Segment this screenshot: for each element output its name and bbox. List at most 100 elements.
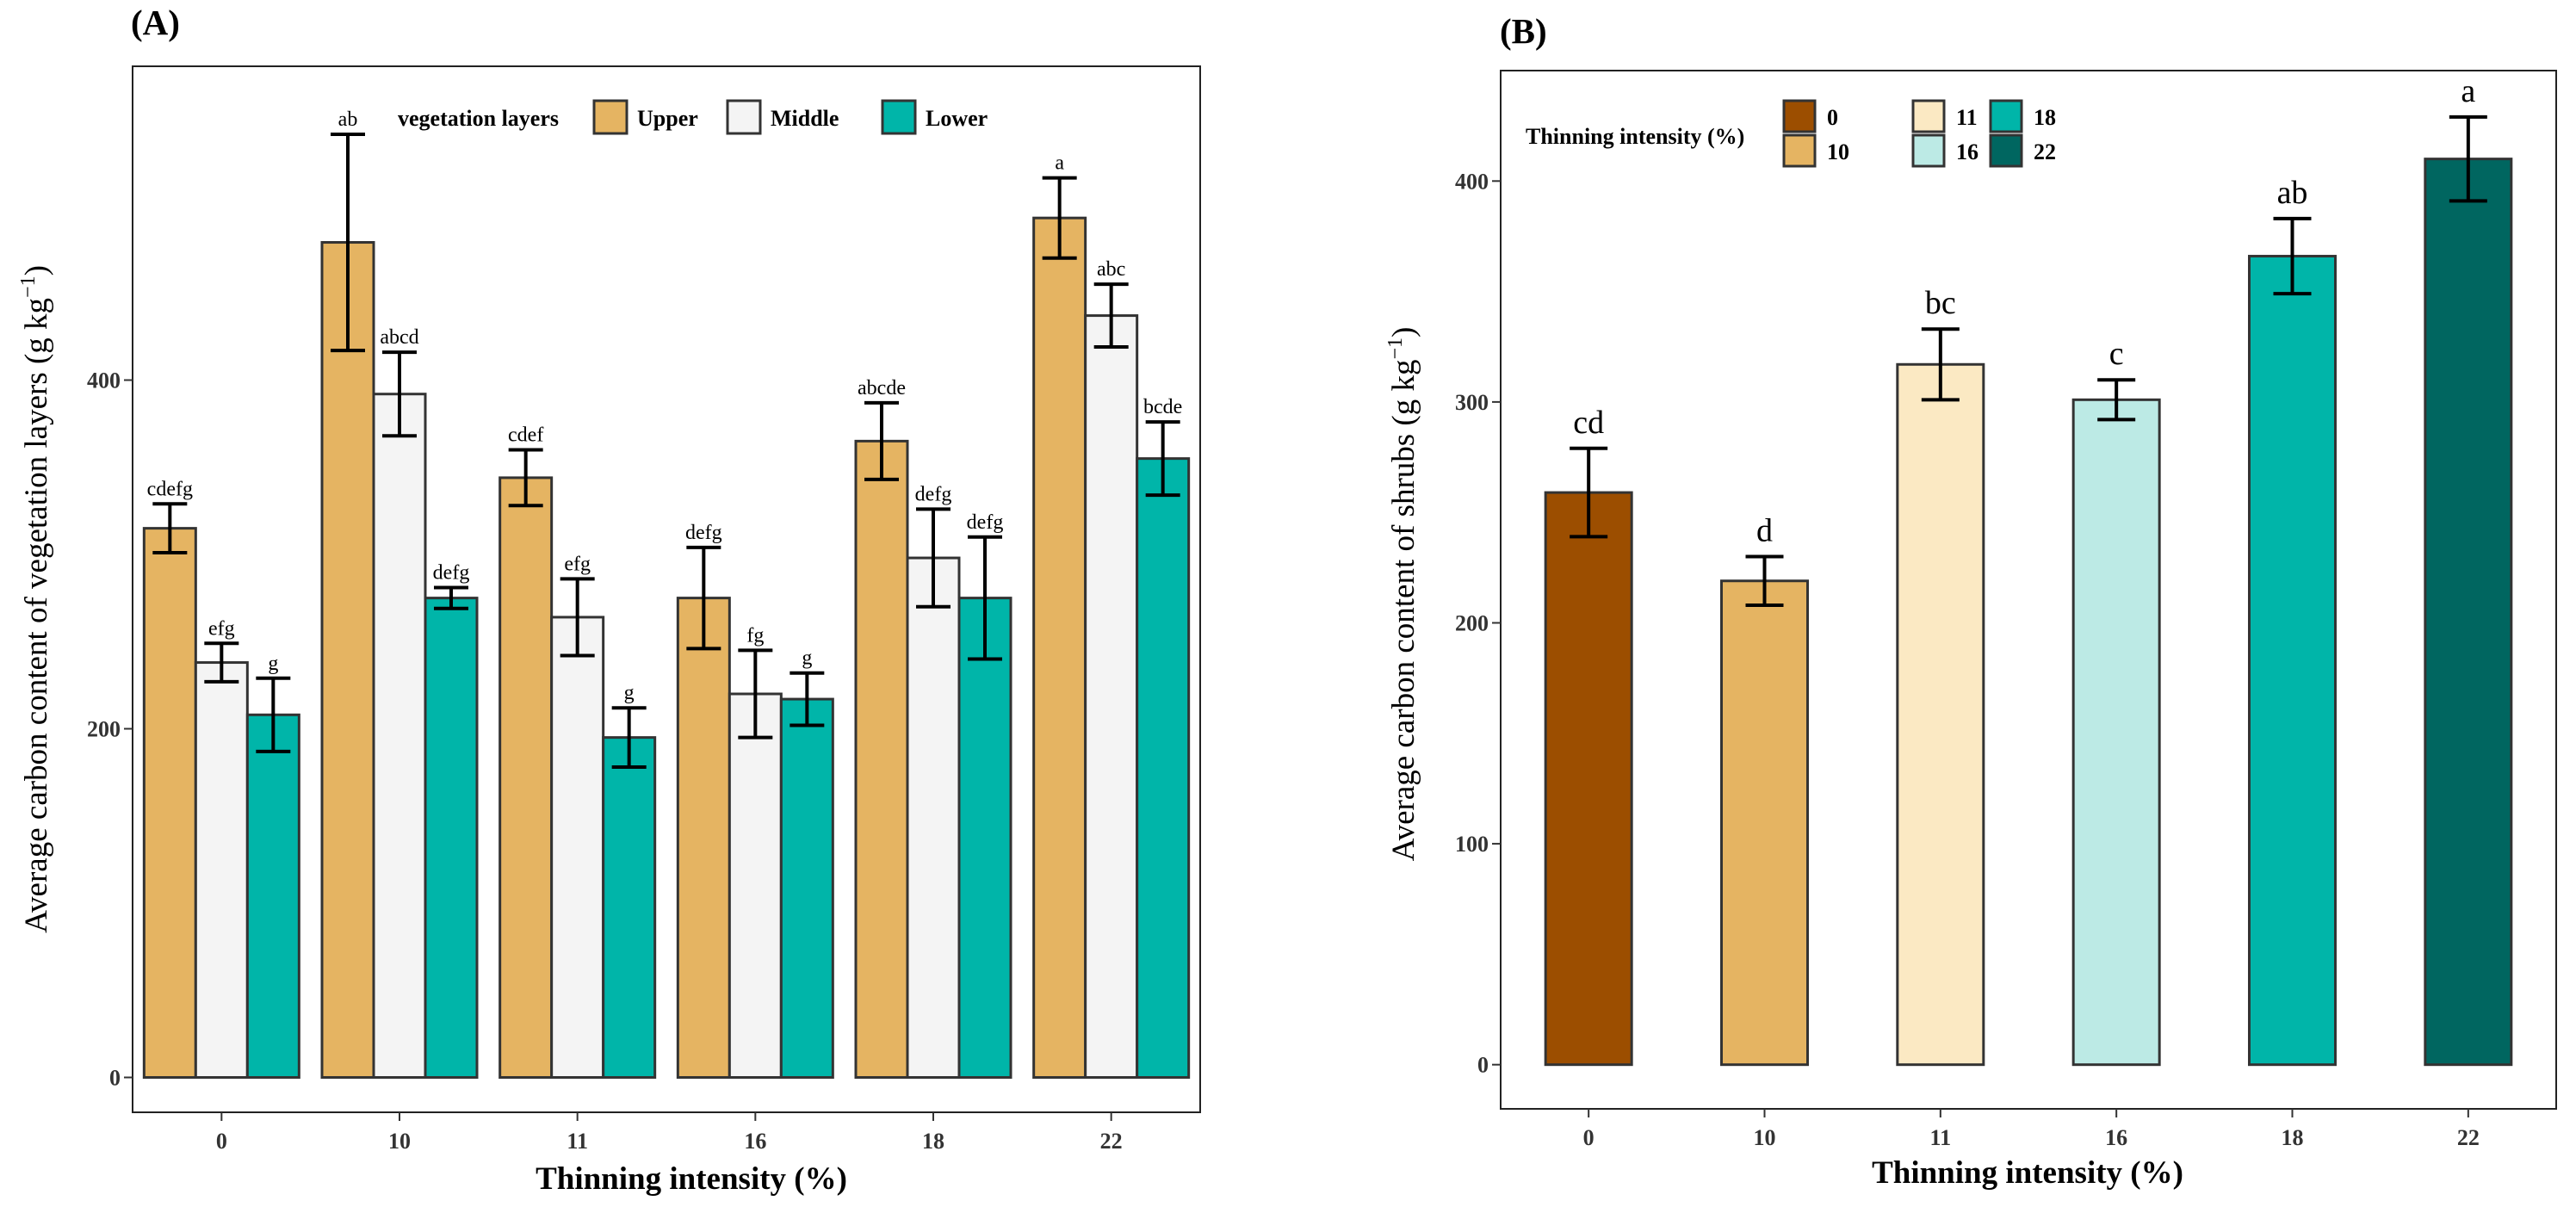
- panel-a-legend-label: Lower: [926, 106, 988, 131]
- panel-a-significance-label: defg: [915, 483, 952, 505]
- panel-b-error-bar: [2449, 115, 2487, 203]
- panel-a-y-tick-label: 200: [87, 717, 121, 742]
- panel-b-x-tick-label: 18: [2282, 1125, 2304, 1150]
- panel-a-significance-label: cdef: [508, 424, 543, 447]
- panel-a-x-tick-label: 22: [1100, 1129, 1123, 1154]
- panel-a-bar-middle: [194, 661, 249, 1079]
- panel-a-error-bar: [508, 448, 543, 508]
- panel-b-tag: (B): [1500, 11, 1547, 51]
- panel-a-error-bar: [434, 585, 468, 610]
- panel-a-error-bar: [611, 706, 647, 770]
- panel-a-significance-label: ab: [338, 108, 358, 131]
- panel-b-y-axis-title: Average carbon content of shrubs (g kg−1…: [1384, 327, 1421, 862]
- panel-b-legend-label: 10: [1827, 139, 1849, 164]
- panel-a-legend-key-lower: [881, 99, 917, 135]
- panel-a-error-bar: [968, 535, 1002, 661]
- panel-b-error-bar: [1921, 327, 1960, 402]
- panel-b-x-tick-label: 16: [2105, 1125, 2127, 1150]
- panel-b-legend-key: [1989, 133, 2023, 168]
- panel-a-error-bar: [790, 671, 825, 727]
- panel-a-legend-key-middle: [726, 99, 762, 135]
- panel-b-y-tick-label: 200: [1455, 610, 1489, 635]
- panel-a-significance-label: efg: [208, 617, 235, 640]
- panel-b-legend-label: 16: [1956, 139, 1978, 164]
- panel-a-x-tick-label: 10: [388, 1129, 411, 1154]
- panel-a-x-tick-label: 18: [922, 1129, 944, 1154]
- panel-a-bar-upper: [1032, 216, 1087, 1080]
- panel-a-error-bar: [331, 132, 365, 353]
- panel-b-x-tick-label: 11: [1930, 1125, 1952, 1150]
- panel-a-error-bar: [738, 648, 773, 740]
- panel-a-bar-upper: [676, 597, 731, 1079]
- panel-b-x-axis-title: Thinning intensity (%): [1872, 1155, 2183, 1191]
- panel-a-y-axis-title-main: Average carbon content of vegetation lay…: [19, 298, 54, 933]
- panel-a-significance-label: abc: [1097, 258, 1125, 281]
- panel-b-y-tick-label: 400: [1455, 169, 1489, 194]
- panel-a-bar-middle: [906, 556, 961, 1079]
- panel-b-legend-label: 0: [1827, 105, 1838, 130]
- panel-b-error-bar: [1570, 446, 1608, 539]
- panel-a-significance-label: a: [1055, 152, 1064, 175]
- panel-a-bar-upper: [498, 476, 554, 1079]
- panel-a-plot-frame: [132, 65, 1201, 1113]
- panel-b-legend-key: [1782, 99, 1817, 133]
- panel-a-bar-middle: [550, 616, 605, 1079]
- panel-a-error-bar: [256, 676, 291, 753]
- panel-a-bar-upper: [320, 241, 375, 1079]
- panel-b-y-tick-label: 100: [1455, 832, 1489, 857]
- panel-a-error-bar: [686, 545, 721, 651]
- panel-a-x-tick-label: 16: [744, 1129, 766, 1154]
- panel-a-significance-label: bcde: [1143, 396, 1182, 418]
- panel-a-tag: (A): [131, 3, 180, 42]
- panel-a-x-tick-label: 0: [216, 1129, 227, 1154]
- panel-a-significance-label: abcd: [380, 326, 418, 349]
- panel-b-x-tick-label: 0: [1583, 1125, 1595, 1150]
- panel-b-significance-label: c: [2109, 336, 2124, 372]
- panel-a-y-tick-label: 0: [109, 1066, 121, 1091]
- panel-b-y-axis-title-sup: −1: [1384, 337, 1407, 360]
- panel-a-bar-middle: [728, 692, 783, 1079]
- panel-a-significance-label: abcde: [858, 377, 906, 399]
- panel-b-x-tick-label: 10: [1754, 1125, 1776, 1150]
- panel-b-error-bar: [1745, 554, 1784, 607]
- panel-b-significance-label: a: [2461, 73, 2475, 109]
- panel-a-x-axis-title: Thinning intensity (%): [536, 1161, 847, 1197]
- panel-b-significance-label: ab: [2277, 175, 2308, 211]
- panel-b-bar: [1720, 579, 1809, 1067]
- panel-a-bar-lower: [245, 713, 300, 1079]
- panel-b-legend-key: [1989, 99, 2023, 133]
- panel-a-significance-label: fg: [746, 624, 764, 647]
- panel-b-x-tick-label: 22: [2457, 1125, 2480, 1150]
- panel-a-legend-title: vegetation layers: [398, 106, 559, 131]
- panel-b-significance-label: d: [1756, 513, 1773, 549]
- panel-a-error-bar: [204, 641, 239, 684]
- panel-b-legend-label: 18: [2034, 105, 2056, 130]
- panel-b-bar: [2424, 158, 2513, 1067]
- panel-a-significance-label: cdefg: [147, 478, 193, 500]
- panel-b-y-tick-label: 0: [1477, 1053, 1489, 1078]
- panel-a-bar-middle: [372, 393, 427, 1079]
- panel-b-bar: [1896, 362, 1985, 1067]
- panel-a-bar-lower: [602, 736, 657, 1079]
- panel-a-significance-label: defg: [433, 561, 470, 584]
- panel-a-significance-label: g: [624, 682, 635, 704]
- panel-b-bar: [2248, 255, 2337, 1067]
- panel-a-error-bar: [560, 577, 595, 658]
- panel-b-legend-label: 11: [1956, 105, 1978, 130]
- panel-a-bar-lower: [957, 597, 1012, 1079]
- panel-a-bar-lower: [1136, 457, 1191, 1079]
- panel-a-y-tick-label: 400: [87, 368, 121, 393]
- panel-a-legend-label: Middle: [771, 106, 839, 131]
- panel-b-significance-label: bc: [1925, 285, 1956, 321]
- panel-b-legend-key: [1911, 99, 1946, 133]
- panel-a-bar-lower: [424, 597, 479, 1079]
- panel-b-significance-label: cd: [1573, 405, 1604, 441]
- panel-a-legend-label: Upper: [637, 106, 698, 131]
- panel-b-y-axis-title-end: ): [1386, 327, 1421, 337]
- panel-b-plot-frame: [1500, 70, 2557, 1110]
- panel-a-bar-upper: [142, 527, 197, 1079]
- panel-a-error-bar: [1093, 282, 1129, 350]
